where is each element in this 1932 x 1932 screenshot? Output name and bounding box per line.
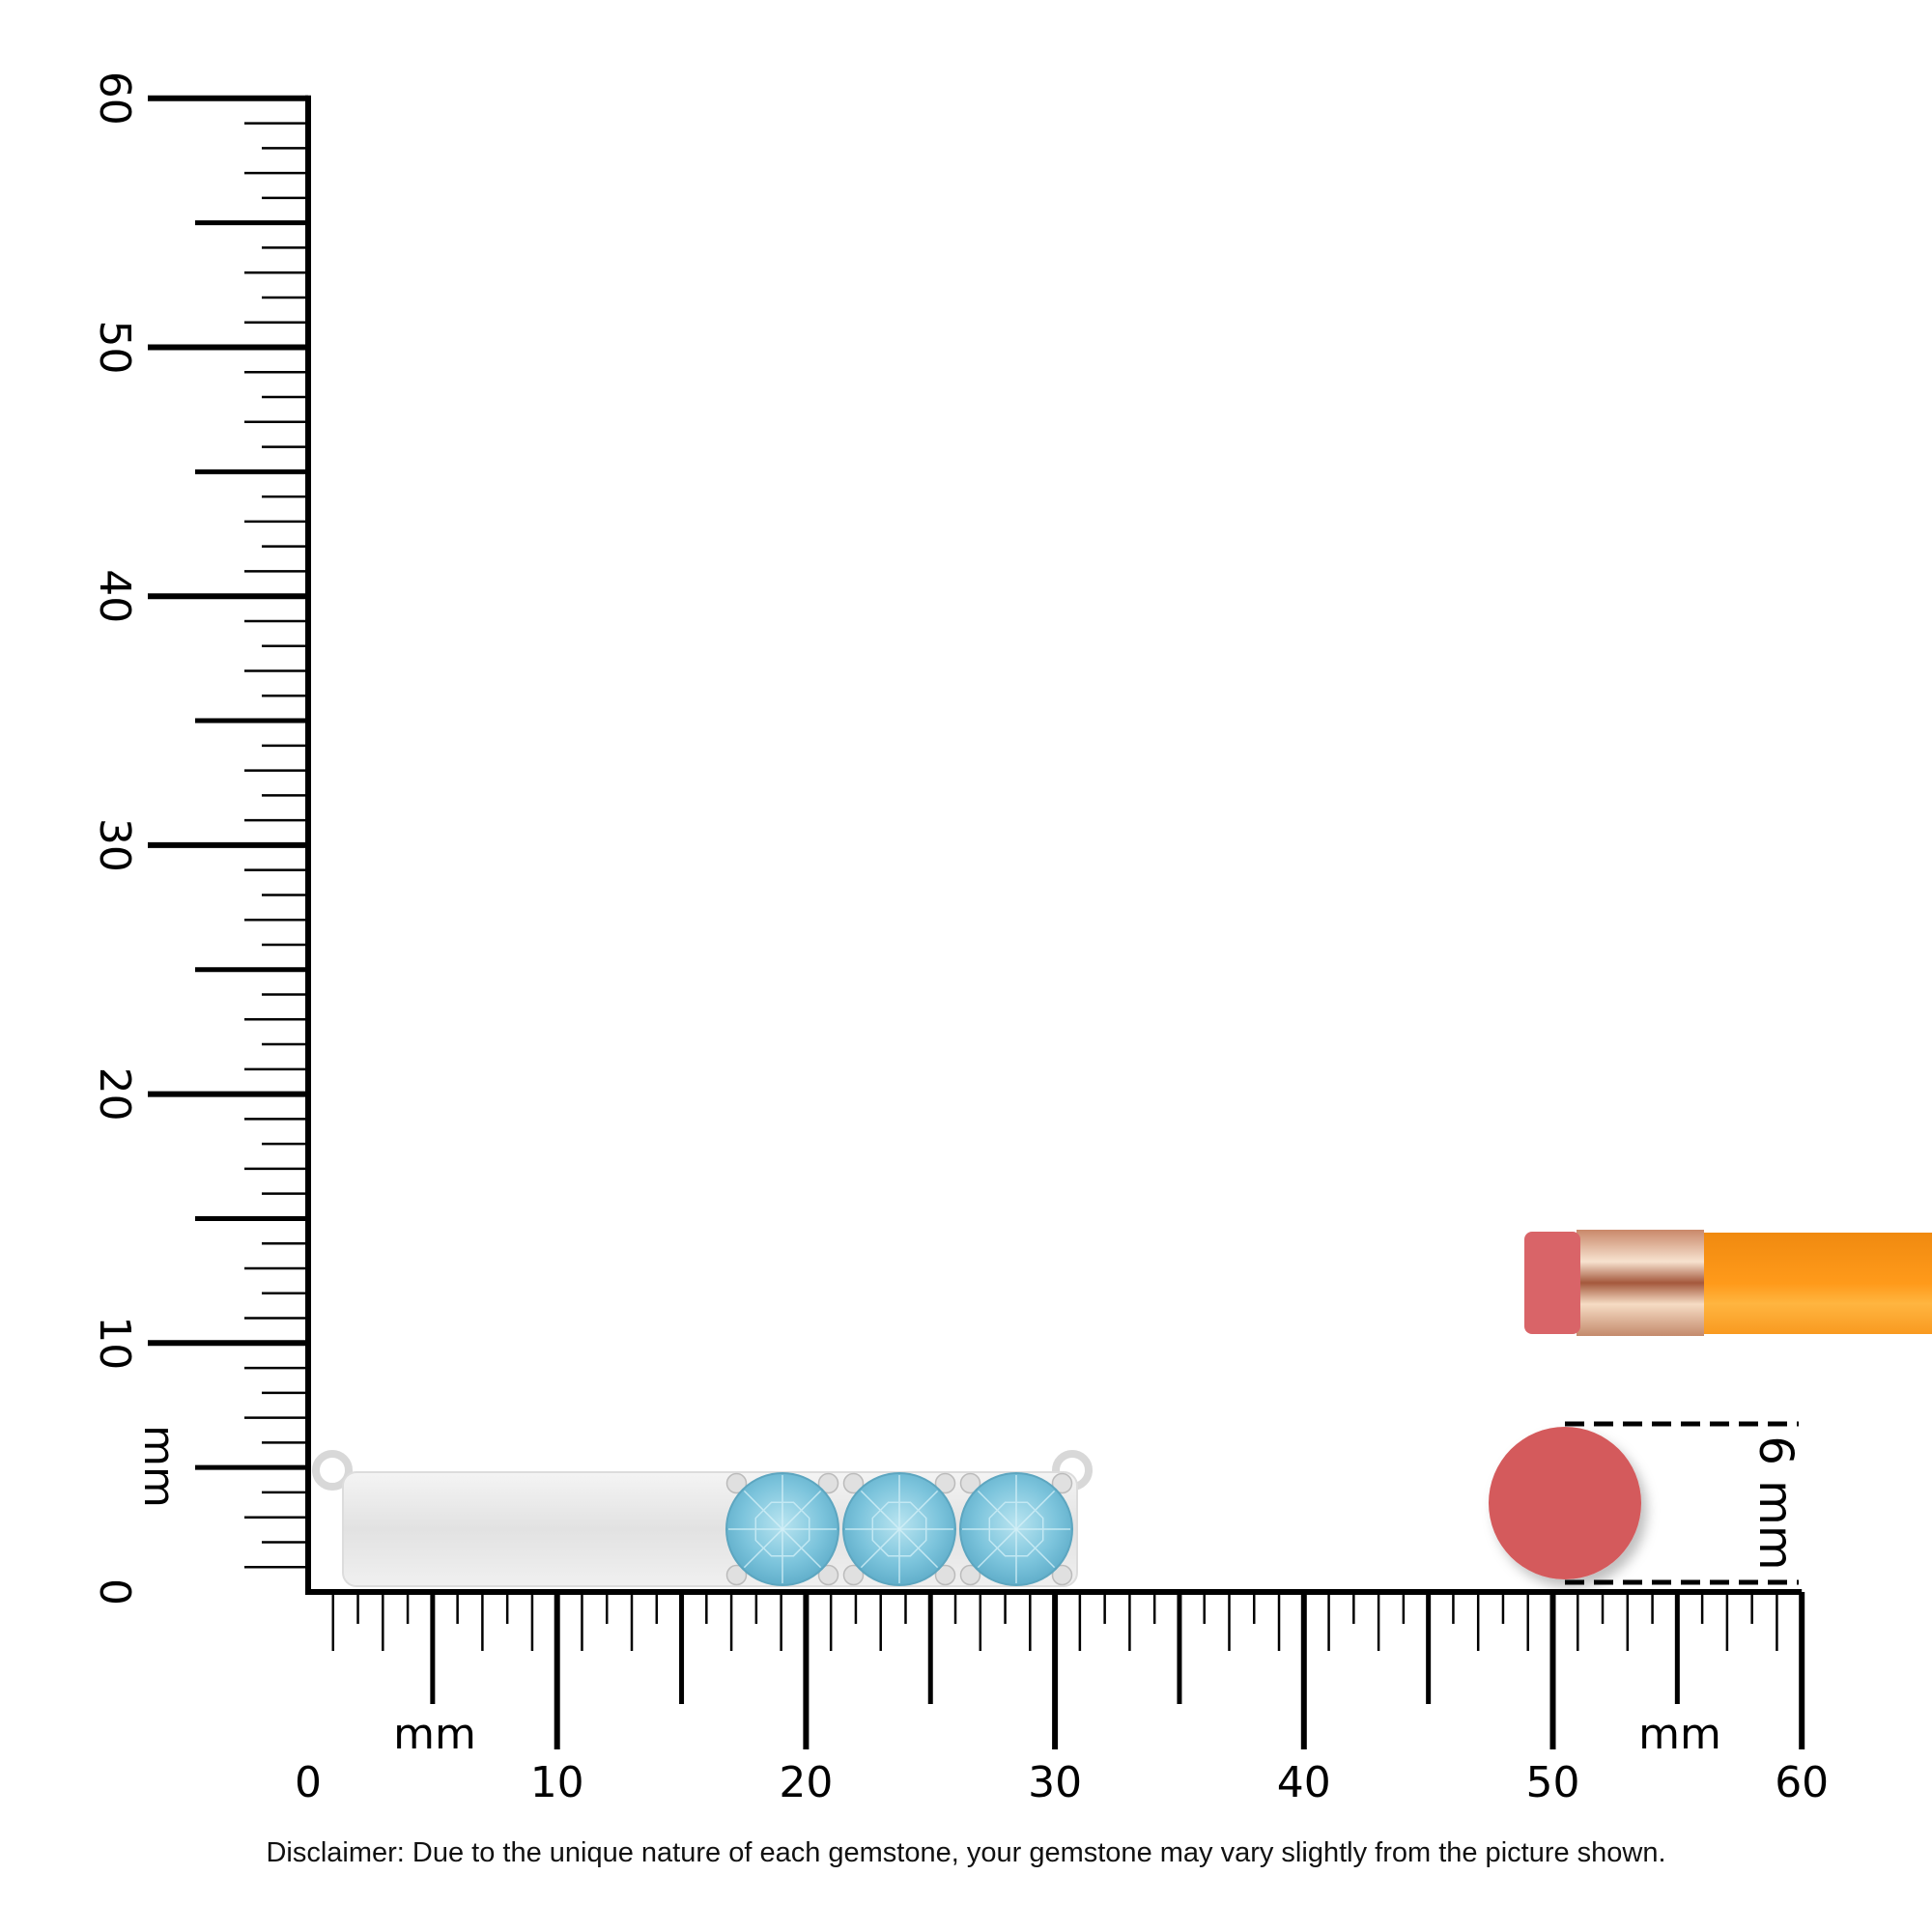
vertical-unit-label: mm: [134, 1425, 184, 1508]
prong: [1051, 1564, 1073, 1586]
pencil-eraser: [1524, 1232, 1580, 1334]
prong: [817, 1472, 839, 1494]
vertical-tick-label: 30: [90, 818, 139, 872]
vertical-tick-label: 10: [90, 1316, 139, 1370]
prong: [842, 1564, 865, 1586]
gemstone: [725, 1472, 839, 1586]
horizontal-unit-label-right: mm: [1638, 1710, 1721, 1759]
horizontal-tick-label: 50: [1526, 1758, 1580, 1807]
prong: [842, 1472, 865, 1494]
vertical-tick-label: 40: [90, 569, 139, 623]
pencil-body: [1702, 1233, 1932, 1334]
vertical-tick-label: 20: [90, 1067, 139, 1122]
gem-table: [988, 1501, 1044, 1557]
prong: [959, 1472, 981, 1494]
prong: [959, 1564, 981, 1586]
gemstone: [959, 1472, 1073, 1586]
size-label: 6 mm: [1748, 1435, 1803, 1570]
gemstone: [842, 1472, 956, 1586]
prong: [725, 1564, 748, 1586]
gem-table: [754, 1501, 810, 1557]
horizontal-unit-label-left: mm: [393, 1710, 476, 1759]
gem-table: [871, 1501, 927, 1557]
horizontal-tick-label: 20: [779, 1758, 833, 1807]
disclaimer-text: Disclaimer: Due to the unique nature of …: [266, 1837, 1666, 1868]
prong: [817, 1564, 839, 1586]
prong: [934, 1564, 956, 1586]
horizontal-tick-label: 10: [530, 1758, 584, 1807]
vertical-tick-label: 50: [90, 321, 139, 375]
vertical-tick-label: 60: [90, 71, 139, 126]
prong: [934, 1472, 956, 1494]
pencil-ferrule: [1577, 1230, 1704, 1336]
horizontal-tick-label: 60: [1775, 1758, 1829, 1807]
prong: [725, 1472, 748, 1494]
horizontal-tick-label: 0: [295, 1758, 322, 1807]
horizontal-tick-label: 40: [1277, 1758, 1331, 1807]
vertical-tick-label: 0: [90, 1578, 139, 1605]
bar-pendant: [312, 1450, 1093, 1587]
eraser-size-reference: [1489, 1427, 1641, 1579]
horizontal-tick-label: 30: [1028, 1758, 1082, 1807]
vertical-ruler: 0 10 20 30 40 50 60: [90, 71, 311, 1605]
pencil: [1524, 1230, 1932, 1336]
prong: [1051, 1472, 1073, 1494]
left-jump-ring: [312, 1450, 353, 1491]
horizontal-ruler: 0 10 20 30 40 50 60: [295, 1589, 1829, 1807]
